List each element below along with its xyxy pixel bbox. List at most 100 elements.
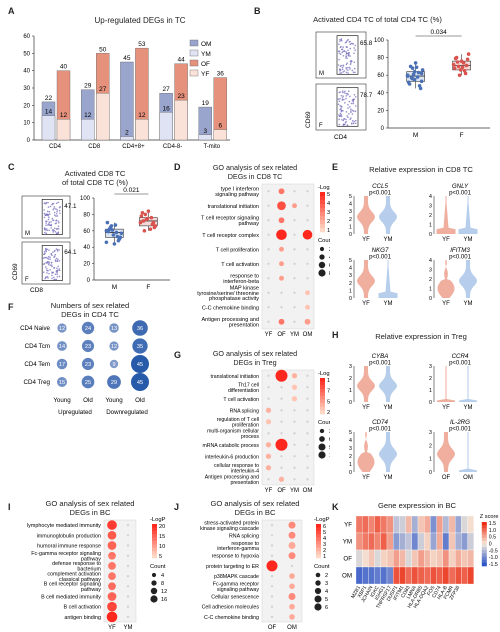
bar-label: 45 (123, 55, 131, 62)
y-tick-label: 0 (429, 470, 432, 476)
empty-dot (306, 386, 309, 389)
empty-dot (126, 605, 130, 608)
flow-event (338, 114, 340, 116)
empty-dot (306, 374, 309, 377)
colorbar-segment (481, 556, 487, 561)
go-dot (291, 384, 298, 390)
go-term-label: response to (230, 274, 259, 280)
flow-event (339, 65, 342, 68)
group-label: Downregulated (106, 409, 148, 416)
flow-event (349, 95, 351, 98)
flow-event (51, 277, 53, 280)
flow-event (46, 213, 48, 215)
go-dot (278, 318, 285, 325)
colorbar-segment (481, 525, 487, 529)
flow-event (55, 257, 58, 260)
x-tick-label: CD4 (49, 144, 62, 150)
y-tick-label: 3 (429, 430, 432, 436)
panel-title: Gene expression in BC (377, 501, 457, 510)
empty-dot (267, 219, 270, 222)
y-tick-label: 1 (349, 288, 352, 294)
flow-event (55, 248, 58, 250)
p-value: p<0.001 (369, 361, 392, 367)
bubble (56, 358, 68, 370)
flow-event (340, 48, 343, 51)
heatmap-cell (417, 515, 425, 534)
go-term-label: Fc-gamma receptor (213, 582, 259, 588)
flow-event (339, 72, 341, 74)
bubble (57, 341, 67, 351)
data-point (144, 217, 149, 222)
heatmap-cell (430, 532, 437, 551)
heatmap-cell (386, 532, 394, 551)
heatmap-cell (405, 566, 412, 585)
gene-name: NKG7 (372, 247, 389, 254)
gene-name: GNLY (452, 183, 469, 190)
flow-event (351, 42, 354, 45)
empty-dot (267, 306, 270, 309)
y-tick-label: 3 (349, 446, 352, 452)
data-point (114, 230, 119, 235)
empty-dot (306, 478, 309, 481)
go-dot (276, 229, 287, 241)
x-tick-label: OM (463, 475, 473, 481)
go-dot (108, 551, 116, 560)
flow-event (53, 276, 55, 279)
flow-event (354, 122, 357, 125)
flow-event (47, 214, 50, 217)
flow-event (339, 69, 342, 71)
flow-event (341, 90, 344, 92)
empty-dot (293, 478, 296, 481)
iqr-box (105, 228, 124, 238)
heatmap-cell (380, 515, 388, 534)
x-tick-label: YM (464, 237, 473, 243)
bar-label: 14 (45, 109, 53, 116)
flow-event (53, 206, 56, 208)
flow-event (52, 251, 54, 253)
size-legend-dot (318, 451, 326, 459)
empty-dot (126, 544, 130, 547)
panel-f: F Numbers of sex related DEGs in CD4 TC … (0, 298, 170, 418)
data-point (415, 75, 420, 79)
bubble-value: 15 (59, 380, 65, 386)
colorbar-segment (320, 192, 325, 197)
legend-label: OF (201, 61, 210, 68)
flow-event (338, 91, 341, 94)
flow-event (343, 123, 345, 126)
colorbar-segment (316, 524, 321, 528)
colorbar-segment (481, 528, 487, 532)
empty-dot (280, 386, 283, 389)
flow-event (353, 98, 355, 101)
size-legend-label: 3 (329, 429, 330, 435)
colorbar-title: -LogP (318, 371, 330, 377)
y-tick-label: 5 (349, 258, 352, 264)
go-term-label: type I interferon (221, 187, 259, 193)
size-legend-dot (151, 580, 157, 586)
flow-event (56, 250, 59, 252)
flow-event (56, 202, 58, 205)
y-tick-label: 0 (349, 232, 352, 238)
heatmap-cell (461, 566, 468, 585)
bar-label: 44 (177, 57, 185, 64)
colorbar-tick: 5.0 (327, 399, 330, 405)
empty-dot (126, 615, 130, 618)
data-point (117, 237, 122, 241)
flow-event (339, 38, 341, 41)
flow-event (347, 69, 349, 71)
flow-event (346, 92, 349, 95)
heatmap-cell (368, 549, 375, 568)
empty-dot (293, 466, 296, 469)
column-label: CD83 (400, 585, 412, 599)
flow-event (55, 219, 57, 222)
data-point (111, 233, 116, 237)
bubble-value: 12 (111, 344, 117, 350)
bubble-value: 45 (137, 380, 143, 386)
data-point (458, 68, 463, 72)
go-term-label: defense response to (52, 561, 101, 567)
empty-dot (293, 248, 296, 251)
flow-event (342, 54, 345, 57)
data-point (151, 220, 156, 225)
heatmap-cell (448, 549, 456, 568)
violin-shape (437, 432, 455, 472)
colorbar-segment (320, 212, 325, 217)
